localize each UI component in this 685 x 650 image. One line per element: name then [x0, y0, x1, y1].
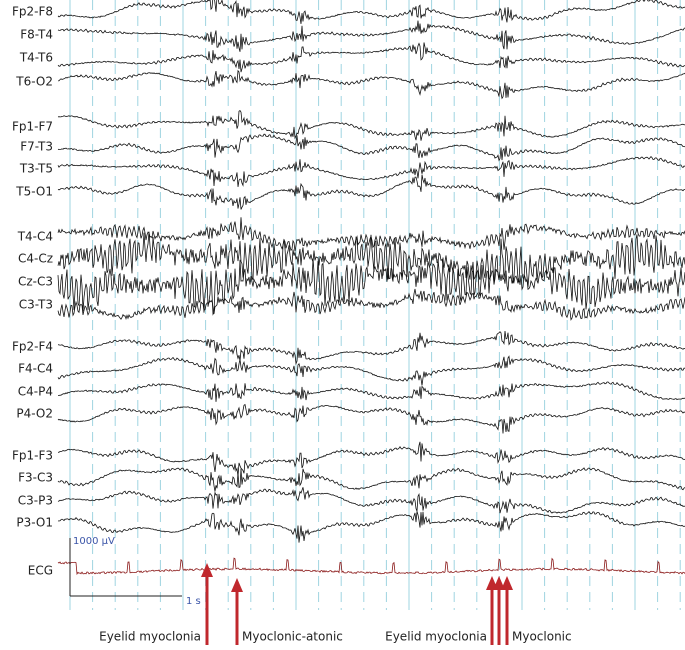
eeg-trace: [57, 487, 685, 514]
eeg-trace: [57, 231, 685, 288]
arrow: [231, 578, 243, 645]
channel-label: ECG: [28, 564, 53, 578]
scale-bar: 1000 µV 1 s: [69, 536, 201, 607]
eeg-trace: [57, 174, 685, 210]
annotation: Myoclonic: [512, 630, 572, 644]
channel-label: P3-O1: [16, 516, 53, 530]
arrows: [201, 563, 513, 645]
channel-label: Fp1-F3: [12, 449, 53, 463]
eeg-trace: [57, 288, 685, 321]
arrow: [501, 576, 513, 645]
eeg-trace: [57, 257, 685, 316]
eeg-trace: [57, 42, 685, 73]
eeg-trace: [57, 110, 685, 141]
eeg-trace: [57, 403, 685, 434]
eeg-trace: [57, 467, 685, 492]
arrow: [201, 563, 213, 645]
channel-label: Fp2-F8: [12, 5, 53, 19]
eeg-trace: [57, 156, 685, 187]
channel-label: P4-O2: [16, 407, 53, 421]
channel-label: C3-T3: [19, 298, 53, 312]
channel-label: C3-P3: [18, 494, 53, 508]
channel-label: F8-T4: [20, 28, 53, 42]
eeg-trace: [57, 133, 685, 162]
channel-label: C4-Cz: [18, 252, 53, 266]
arrow: [493, 576, 505, 645]
annotation: Eyelid myoclonia: [99, 630, 201, 644]
channel-label: C4-P4: [18, 385, 53, 399]
eeg-trace: [57, 330, 685, 366]
channel-label: Fp2-F4: [12, 340, 53, 354]
channel-label: T4-C4: [17, 230, 53, 244]
time-grid: [69, 0, 681, 610]
channel-label: T6-O2: [15, 75, 53, 89]
channel-labels: Fp2-F8 F8-T4 T4-T6 T6-O2 Fp1-F7 F7-T3 T3-T5 T5-…: [12, 5, 53, 578]
eeg-trace: [57, 510, 685, 543]
channel-label: F4-C4: [18, 362, 53, 376]
channel-label: T4-T6: [19, 51, 53, 65]
eeg-trace: [57, 69, 685, 100]
traces: [57, 0, 685, 576]
annotation: Myoclonic-atonic: [242, 630, 343, 644]
time-scale: 1 s: [186, 596, 201, 607]
channel-label: F7-T3: [20, 140, 53, 154]
channel-label: T5-O1: [15, 185, 53, 199]
channel-label: Fp1-F7: [12, 120, 53, 134]
eeg-trace: [58, 381, 685, 402]
channel-label: T3-T5: [19, 162, 53, 176]
eeg-trace: [57, 441, 685, 477]
annotation: Eyelid myoclonia: [385, 630, 487, 644]
eeg-trace: [57, 355, 685, 386]
eeg-trace: [57, 0, 685, 24]
eeg-trace: [57, 20, 685, 52]
channel-label: Cz-C3: [18, 275, 53, 289]
amplitude-scale: 1000 µV: [73, 536, 115, 547]
ecg-trace: [57, 557, 685, 576]
channel-label: F3-C3: [18, 471, 53, 485]
